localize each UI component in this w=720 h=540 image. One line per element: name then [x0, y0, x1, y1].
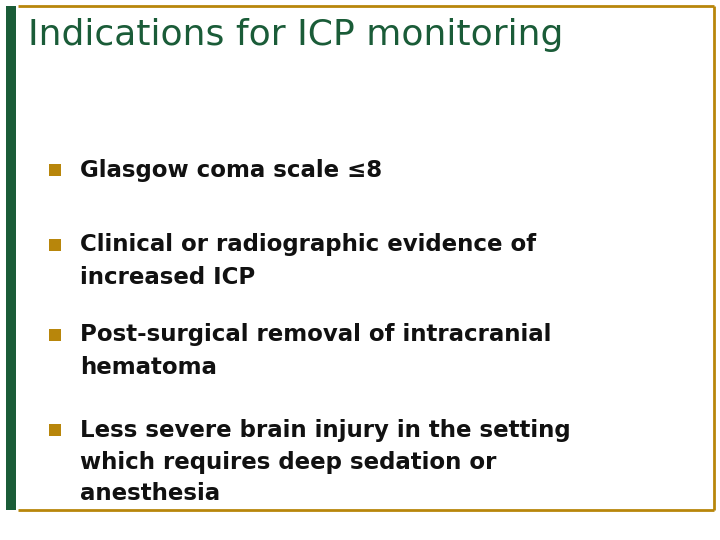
Text: Post-surgical removal of intracranial: Post-surgical removal of intracranial — [80, 323, 552, 347]
Text: Indications for ICP monitoring: Indications for ICP monitoring — [28, 18, 563, 52]
Bar — [49, 424, 61, 436]
Bar — [49, 164, 61, 176]
Text: anesthesia: anesthesia — [80, 483, 220, 505]
Bar — [6, 6, 16, 510]
Bar — [49, 329, 61, 341]
Text: Glasgow coma scale ≤8: Glasgow coma scale ≤8 — [80, 159, 382, 181]
Text: Clinical or radiographic evidence of: Clinical or radiographic evidence of — [80, 233, 536, 256]
Bar — [49, 239, 61, 251]
Text: which requires deep sedation or: which requires deep sedation or — [80, 450, 496, 474]
Text: hematoma: hematoma — [80, 355, 217, 379]
Text: increased ICP: increased ICP — [80, 266, 256, 288]
Text: Less severe brain injury in the setting: Less severe brain injury in the setting — [80, 418, 571, 442]
